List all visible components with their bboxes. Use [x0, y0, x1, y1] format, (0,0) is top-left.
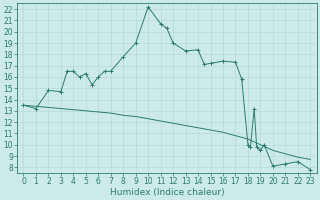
X-axis label: Humidex (Indice chaleur): Humidex (Indice chaleur)	[109, 188, 224, 197]
